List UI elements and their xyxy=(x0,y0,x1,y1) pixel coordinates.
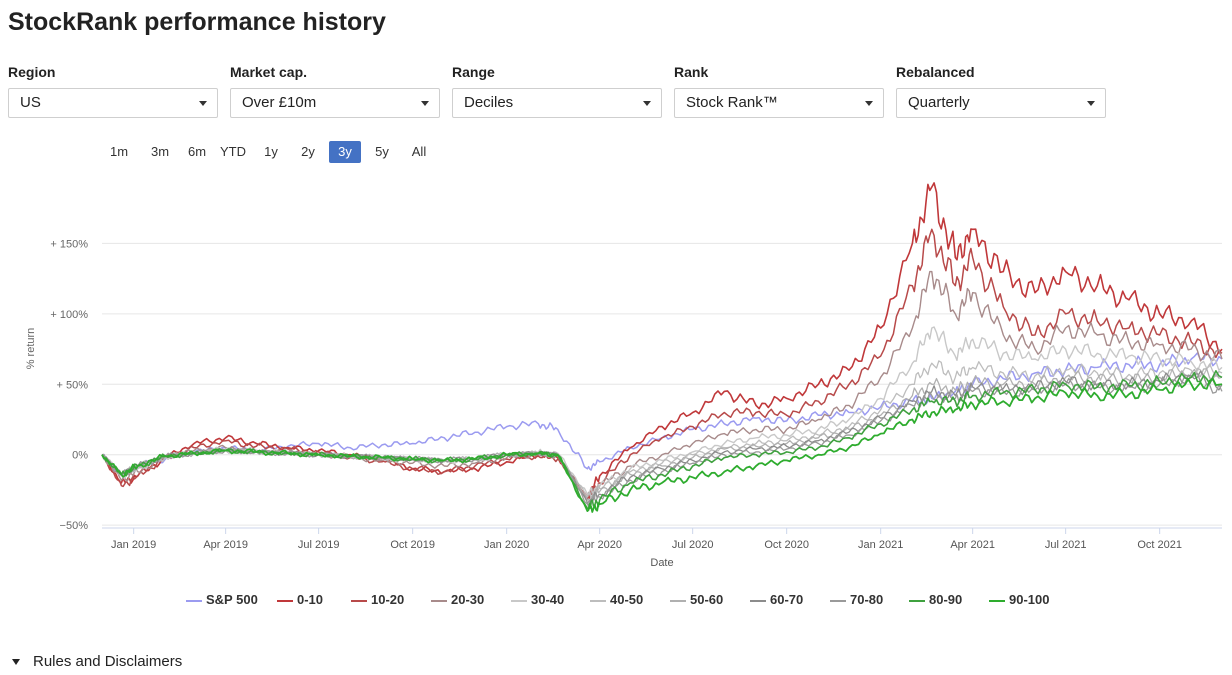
market-cap-select[interactable]: Over £10m xyxy=(230,88,440,118)
chevron-down-icon xyxy=(199,101,207,106)
filter-range: Range Deciles xyxy=(452,64,662,118)
legend-label: 30-40 xyxy=(531,592,565,607)
x-tick-label: Apr 2020 xyxy=(577,539,622,551)
performance-chart[interactable]: −50% 0% + 50% + 100% + 150% Jan 2019 Apr 2019 J… xyxy=(0,165,1232,580)
x-axis-title: Date xyxy=(650,557,673,569)
filter-rank: Rank Stock Rank™ xyxy=(674,64,884,118)
range-select-value: Deciles xyxy=(464,94,514,111)
series-line-90-100[interactable] xyxy=(101,377,1223,513)
filter-rebalanced: Rebalanced Quarterly xyxy=(896,64,1106,118)
x-tick-label: Apr 2019 xyxy=(203,539,248,551)
x-tick-label: Jan 2020 xyxy=(484,539,529,551)
y-tick-label: 0% xyxy=(72,450,88,462)
x-tick-label: Oct 2019 xyxy=(390,539,435,551)
range-button-1m[interactable]: 1m xyxy=(109,144,129,159)
y-tick-label: −50% xyxy=(60,520,89,532)
filter-label-region: Region xyxy=(8,64,56,80)
chevron-down-icon xyxy=(421,101,429,106)
range-button-3m[interactable]: 3m xyxy=(150,144,170,159)
legend-swatch xyxy=(830,600,846,602)
legend-label: 60-70 xyxy=(770,592,804,607)
chart-legend: S&P 500 0-10 10-20 20-30 30-40 40-50 50-60 60-7… xyxy=(0,591,1232,611)
y-tick-label: + 100% xyxy=(50,309,88,321)
chevron-down-icon xyxy=(1087,101,1095,106)
legend-swatch xyxy=(186,600,202,602)
x-tick-label: Jan 2021 xyxy=(858,539,903,551)
market-cap-select-value: Over £10m xyxy=(242,94,317,111)
series-line-70-80[interactable] xyxy=(101,372,1223,506)
legend-label: 90-100 xyxy=(1009,592,1050,607)
range-button-3y[interactable]: 3y xyxy=(329,141,361,163)
x-tick-label: Oct 2020 xyxy=(764,539,809,551)
legend-swatch xyxy=(431,600,447,602)
rank-select-value: Stock Rank™ xyxy=(686,94,778,111)
x-tick-label: Jan 2019 xyxy=(111,539,156,551)
region-select-value: US xyxy=(20,94,41,111)
chevron-down-icon xyxy=(643,101,651,106)
legend-swatch xyxy=(351,600,367,602)
range-button-6m[interactable]: 6m xyxy=(187,144,207,159)
legend-label: 40-50 xyxy=(610,592,644,607)
rebalanced-select[interactable]: Quarterly xyxy=(896,88,1106,118)
range-button-2y[interactable]: 2y xyxy=(301,144,315,159)
legend-label: S&P 500 xyxy=(206,592,258,607)
rules-disclaimers-label: Rules and Disclaimers xyxy=(33,653,183,670)
range-button-1y[interactable]: 1y xyxy=(264,144,278,159)
legend-label: 0-10 xyxy=(297,592,324,607)
filter-label-market-cap: Market cap. xyxy=(230,64,308,80)
x-tick-label: Jul 2020 xyxy=(672,539,714,551)
legend-label: 10-20 xyxy=(371,592,405,607)
range-button-5y[interactable]: 5y xyxy=(375,144,389,159)
legend-swatch xyxy=(277,600,293,602)
caret-down-icon xyxy=(12,659,20,665)
region-select[interactable]: US xyxy=(8,88,218,118)
range-select[interactable]: Deciles xyxy=(452,88,662,118)
legend-swatch xyxy=(511,600,527,602)
page-title: StockRank performance history xyxy=(8,8,386,36)
legend-label: 70-80 xyxy=(850,592,884,607)
series-line-10-20[interactable] xyxy=(101,228,1223,501)
series-line-80-90[interactable] xyxy=(101,370,1223,510)
y-tick-label: + 150% xyxy=(50,238,88,250)
filter-region: Region US xyxy=(8,64,218,118)
x-tick-label: Jul 2021 xyxy=(1045,539,1087,551)
rank-select[interactable]: Stock Rank™ xyxy=(674,88,884,118)
y-axis-title: % return xyxy=(25,328,37,370)
range-button-ytd[interactable]: YTD xyxy=(220,144,246,159)
legend-label: 20-30 xyxy=(451,592,485,607)
x-tick-label: Apr 2021 xyxy=(950,539,995,551)
y-tick-label: + 50% xyxy=(57,379,89,391)
filter-market-cap: Market cap. Over £10m xyxy=(230,64,440,118)
legend-label: 80-90 xyxy=(929,592,963,607)
filter-label-range: Range xyxy=(452,64,495,80)
legend-swatch xyxy=(590,600,606,602)
range-button-all[interactable]: All xyxy=(411,144,427,159)
filter-label-rank: Rank xyxy=(674,64,709,80)
legend-swatch xyxy=(670,600,686,602)
chevron-down-icon xyxy=(865,101,873,106)
x-tick-label: Oct 2021 xyxy=(1137,539,1182,551)
series-line-s-p-500[interactable] xyxy=(101,351,1223,477)
legend-label: 50-60 xyxy=(690,592,724,607)
legend-swatch xyxy=(909,600,925,602)
filter-label-rebalanced: Rebalanced xyxy=(896,64,975,80)
legend-swatch xyxy=(750,600,766,602)
rebalanced-select-value: Quarterly xyxy=(908,94,970,111)
legend-swatch xyxy=(989,600,1005,602)
x-tick-label: Jul 2019 xyxy=(298,539,340,551)
